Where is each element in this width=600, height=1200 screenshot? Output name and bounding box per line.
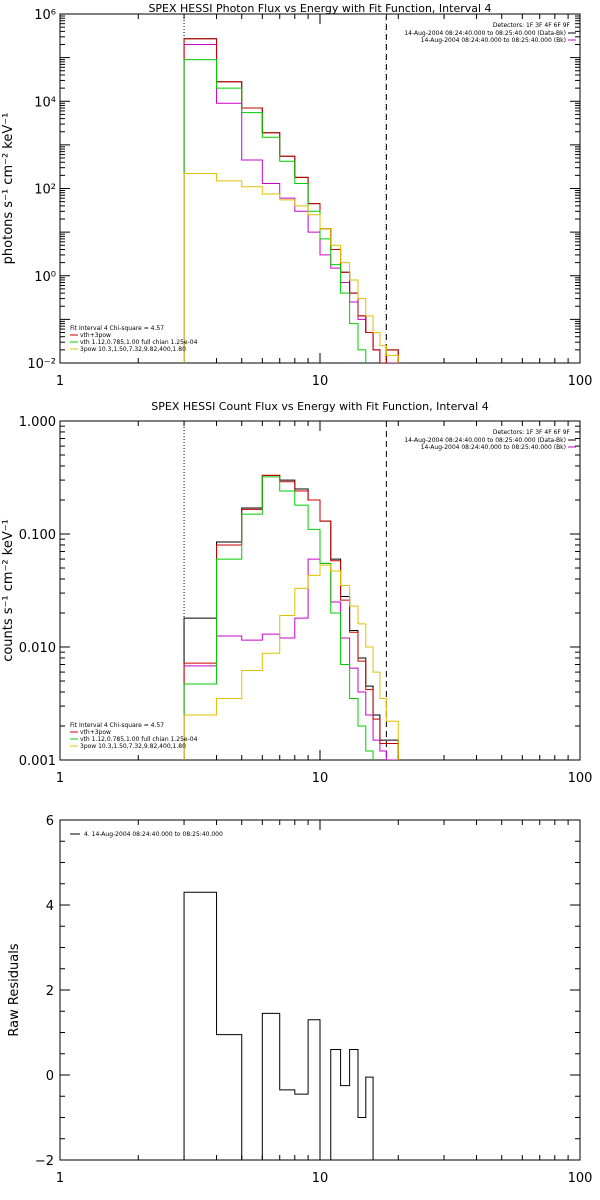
series-line xyxy=(183,891,399,1160)
y-tick-label: 10⁴ xyxy=(34,95,56,110)
legend-entry-label: vth+3pow xyxy=(80,729,111,736)
x-tick-label: 1 xyxy=(56,1171,64,1186)
x-tick-label: 10 xyxy=(312,771,329,786)
legend-entry-label: 14-Aug-2004 08:24:40.000 to 08:25:40.000… xyxy=(421,444,566,451)
legend-entry-label: 3pow 10.3,1.50,7.32,9.82,400,1.80 xyxy=(80,346,186,353)
y-tick-label: 4 xyxy=(46,899,54,914)
y-tick-label: −2 xyxy=(35,1154,54,1169)
legend-entry-label: 14-Aug-2004 08:24:40.000 to 08:25:40.000… xyxy=(421,37,566,44)
legend-entry-label: vth 1.12,0.785,1.00 full chian 1.25e-04 xyxy=(80,339,198,346)
x-tick-label: 10 xyxy=(312,1171,329,1186)
axes-frame xyxy=(59,13,581,364)
x-axis-ticks xyxy=(59,820,569,1160)
series-group xyxy=(183,38,399,363)
x-tick-label: 1 xyxy=(56,374,64,389)
legend-entry-label: vth+3pow xyxy=(80,332,111,339)
y-axis-ticks xyxy=(60,15,580,364)
x-tick-label: 100 xyxy=(568,374,593,389)
detectors-label: Detectors: 1F 3F 4F 6F 9F xyxy=(493,22,571,29)
x-axis-ticks xyxy=(59,421,569,760)
y-tick-label: 10⁶ xyxy=(34,8,56,23)
y-tick-label: 6 xyxy=(46,814,54,829)
legend-entry-label: 3pow 10.3,1.50,7.32,9.82,400,1.80 xyxy=(80,743,186,750)
y-tick-label: 10² xyxy=(34,183,56,198)
x-axis-ticks xyxy=(59,14,569,363)
series-group xyxy=(183,891,399,1160)
panel-3: 1 10 100 −2 0 2 4 6 Raw Residuals 4. 14-Aug-2004 … xyxy=(7,814,593,1186)
y-tick-label: 10⁻² xyxy=(27,357,56,372)
legend-entry-label: Fit Interval 4 Chi-square = 4.57 xyxy=(70,325,164,332)
legend-entry-label: 14-Aug-2004 08:24:40.000 to 08:25:40.000… xyxy=(404,30,566,37)
y-axis-ticks xyxy=(60,819,580,1161)
y-axis-ticks xyxy=(60,425,580,761)
y-tick-label: 10⁰ xyxy=(34,270,56,285)
y-axis-label: photons s⁻¹ cm⁻² keV⁻¹ xyxy=(1,113,16,265)
series-line xyxy=(183,59,367,363)
legend-entry-label: vth 1.12,0.785,1.00 full chian 1.25e-04 xyxy=(80,736,198,743)
chart-title: SPEX HESSI Photon Flux vs Energy with Fi… xyxy=(148,2,491,15)
legend-entry-label: Fit Interval 4 Chi-square = 4.57 xyxy=(70,722,164,729)
series-line xyxy=(183,474,399,760)
legend-entry-label: 14-Aug-2004 08:24:40.000 to 08:25:40.000… xyxy=(404,437,566,444)
series-group xyxy=(183,474,399,760)
y-tick-label: 2 xyxy=(46,984,54,999)
y-axis-label: counts s⁻¹ cm⁻² keV⁻¹ xyxy=(1,519,16,662)
detectors-label: Detectors: 1F 3F 4F 6F 9F xyxy=(493,429,571,436)
y-tick-label: 0.010 xyxy=(19,641,56,656)
axes-frame xyxy=(59,420,581,761)
x-tick-label: 1 xyxy=(56,771,64,786)
panel-2: SPEX HESSI Count Flux vs Energy with Fit… xyxy=(1,400,593,786)
series-line xyxy=(183,564,399,760)
y-tick-label: 0.100 xyxy=(19,528,56,543)
y-tick-label: 0.001 xyxy=(19,754,56,769)
legend-entry-label: 4. 14-Aug-2004 08:24:40.000 to 08:25:40.… xyxy=(84,831,223,838)
series-line xyxy=(183,173,399,363)
y-tick-label: 0 xyxy=(46,1069,54,1084)
x-tick-label: 100 xyxy=(568,771,593,786)
x-tick-label: 10 xyxy=(312,374,329,389)
y-axis-label: Raw Residuals xyxy=(7,943,22,1036)
y-tick-label: 1.000 xyxy=(19,415,56,430)
series-line xyxy=(183,476,374,760)
chart-title: SPEX HESSI Count Flux vs Energy with Fit… xyxy=(151,400,488,413)
panel-1: SPEX HESSI Photon Flux vs Energy with Fi… xyxy=(1,2,593,389)
x-tick-label: 100 xyxy=(568,1171,593,1186)
